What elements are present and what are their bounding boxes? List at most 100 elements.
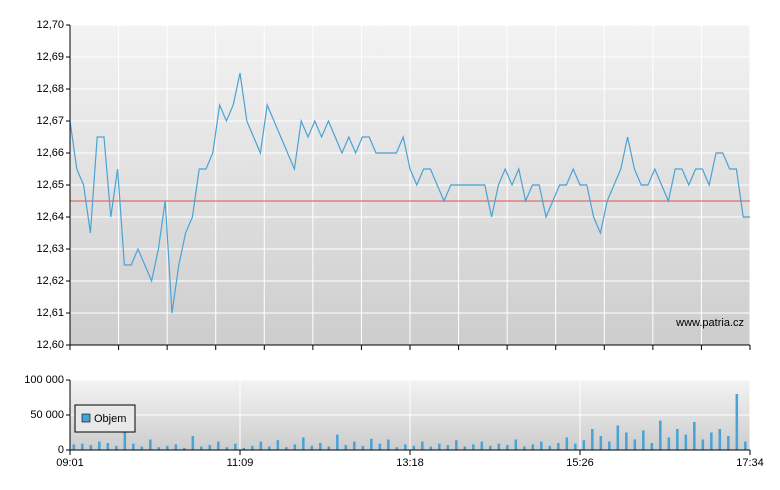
volume-bar (259, 441, 263, 450)
volume-bar (727, 436, 730, 450)
volume-bar (616, 425, 620, 450)
volume-bar (302, 437, 305, 450)
volume-bar (642, 430, 645, 450)
volume-bar (701, 439, 705, 450)
volume-bar (574, 443, 577, 450)
watermark: www.patria.cz (675, 317, 744, 329)
volume-bar (140, 446, 144, 450)
y-tick-label: 12,63 (36, 243, 64, 255)
volume-bar (497, 443, 501, 450)
y-tick-label: 12,60 (36, 339, 64, 351)
volume-bar (650, 443, 654, 450)
volume-bar (582, 440, 586, 450)
volume-bar (735, 394, 739, 450)
x-tick-label: 17:34 (736, 457, 764, 469)
volume-bar (667, 437, 671, 450)
legend-label: Objem (94, 413, 126, 425)
volume-bar (625, 432, 628, 450)
volume-bar (463, 446, 467, 450)
y-tick-label: 12,69 (36, 51, 64, 63)
x-tick-label: 09:01 (56, 457, 84, 469)
y-tick-label: 12,66 (36, 147, 64, 159)
volume-bar (234, 443, 237, 450)
volume-bar (412, 445, 416, 450)
volume-bar (89, 445, 93, 450)
volume-bar (208, 445, 212, 450)
volume-bar (480, 441, 484, 450)
volume-bar (684, 434, 688, 450)
volume-bar (157, 447, 161, 450)
volume-bar (276, 440, 280, 450)
volume-bar (285, 447, 288, 450)
volume-bar (319, 443, 322, 450)
volume-bar (565, 437, 569, 450)
volume-bar (659, 420, 662, 450)
volume-bar (591, 429, 594, 450)
volume-bar (370, 438, 373, 450)
x-tick-label: 13:18 (396, 457, 424, 469)
volume-bar (327, 446, 331, 450)
volume-bar (344, 445, 348, 450)
y-tick-label: 12,68 (36, 83, 64, 95)
volume-bar (514, 439, 518, 450)
volume-bar (438, 443, 441, 450)
y-tick-label: 100 000 (24, 374, 64, 386)
volume-bar (183, 447, 186, 450)
volume-bar (548, 445, 552, 450)
y-tick-label: 12,62 (36, 275, 64, 287)
volume-bar (217, 441, 220, 450)
volume-bar (166, 445, 169, 450)
volume-bar (693, 422, 696, 450)
volume-bar (599, 436, 603, 450)
volume-bar (361, 445, 365, 450)
volume-bar (633, 439, 637, 450)
volume-bar (608, 441, 611, 450)
volume-bar (472, 444, 475, 450)
volume-bar (132, 443, 135, 450)
volume-bar (744, 441, 747, 450)
volume-bar (378, 443, 382, 450)
volume-bar (531, 444, 535, 450)
volume-bar (387, 439, 390, 450)
x-tick-label: 11:09 (227, 457, 254, 469)
volume-bar (455, 440, 458, 450)
volume-bar (718, 429, 722, 450)
volume-bar (115, 445, 118, 450)
y-tick-label: 12,67 (36, 115, 64, 127)
x-tick-label: 15:26 (566, 457, 594, 469)
volume-bar (251, 445, 254, 450)
legend-swatch (81, 413, 91, 423)
volume-bar (106, 443, 110, 450)
y-tick-label: 12,64 (36, 211, 64, 223)
volume-bar (149, 439, 152, 450)
volume-bar (268, 446, 271, 450)
y-tick-label: 50 000 (30, 409, 64, 421)
volume-bar (293, 444, 297, 450)
volume-bar (710, 432, 713, 450)
y-tick-label: 12,70 (36, 19, 64, 31)
volume-bar (72, 444, 76, 450)
y-tick-label: 12,61 (36, 307, 64, 319)
volume-bar (225, 447, 229, 450)
volume-bar (421, 441, 424, 450)
y-tick-label: 0 (58, 444, 64, 456)
volume-bar (404, 444, 407, 450)
volume-bar (310, 445, 314, 450)
volume-bar (242, 447, 246, 450)
volume-bar (174, 444, 178, 450)
volume-bar (429, 446, 433, 450)
y-tick-label: 12,65 (36, 179, 64, 191)
volume-bar (676, 429, 679, 450)
volume-bar (336, 434, 339, 450)
volume-bar (98, 441, 101, 450)
volume-bar (489, 445, 492, 450)
volume-bar (446, 445, 450, 450)
volume-bar (395, 447, 399, 450)
volume-bar (557, 443, 560, 450)
volume-bar (353, 441, 356, 450)
volume-bar (81, 443, 84, 450)
volume-bar (200, 446, 203, 450)
volume-bar (506, 445, 509, 450)
price-line (69, 72, 750, 314)
